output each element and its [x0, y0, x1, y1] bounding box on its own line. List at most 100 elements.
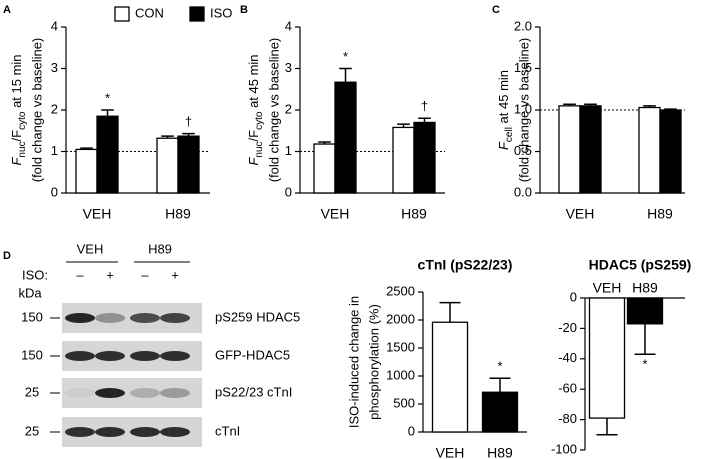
annotation: *: [105, 90, 110, 105]
y-tick-label: 0: [570, 289, 577, 304]
x-tick-label: H89: [647, 206, 673, 222]
label-part: /F: [246, 130, 261, 142]
error-bar: [318, 141, 331, 145]
y-tick-label: 2.0: [514, 18, 532, 33]
annotation: *: [497, 359, 502, 374]
legend-swatch: [189, 6, 205, 22]
annotation: †: [421, 99, 428, 114]
chart-title: HDAC5 (pS259): [589, 257, 692, 273]
blot-band: [65, 388, 95, 398]
y-tick-label: 2: [285, 101, 292, 116]
y-tick-label: 1500: [386, 339, 415, 354]
annotation: *: [642, 357, 647, 372]
label-part: at 15 min: [9, 54, 24, 111]
iso-sign: –: [141, 267, 149, 282]
bar: [156, 137, 179, 194]
y-axis-label: (fold change vs baseline): [266, 38, 281, 183]
kda-label: kDa: [18, 285, 42, 300]
error-bar: [418, 117, 431, 123]
bar: [431, 321, 469, 433]
bar: [75, 148, 98, 194]
legend-label: CON: [135, 5, 164, 20]
iso-label: ISO:: [22, 267, 48, 282]
y-tick-label: 2: [51, 101, 58, 116]
y-tick-label: 3: [285, 60, 292, 75]
y-tick-label: 0: [51, 184, 58, 199]
iso-sign: +: [171, 267, 179, 282]
kda-value: 150: [21, 347, 43, 362]
y-tick-label: -40: [558, 350, 577, 365]
error-bar: [634, 323, 656, 355]
kda-value: 25: [25, 423, 39, 438]
blot-band: [95, 427, 125, 437]
y-tick-label: 1: [285, 143, 292, 158]
legend-label: ISO: [210, 5, 232, 20]
blot-band: [95, 351, 125, 361]
row-label: pS22/23 cTnI: [215, 384, 292, 399]
error-bar: [101, 109, 114, 117]
error-bar: [643, 105, 656, 108]
subscript: nuc: [17, 141, 28, 157]
label-part: at 45 min: [246, 54, 261, 111]
blot-band: [130, 427, 160, 437]
bar: [481, 391, 519, 433]
y-tick-label: 1.5: [514, 60, 532, 75]
kda-value: 150: [21, 309, 43, 324]
y-axis-label: (fold change vs baseline): [516, 38, 531, 183]
blot-band: [130, 351, 160, 361]
blot-band: [95, 313, 125, 323]
iso-sign: +: [106, 267, 114, 282]
x-tick-label: VEH: [83, 206, 112, 222]
group-label: VEH: [77, 241, 104, 256]
error-bar: [584, 103, 597, 106]
y-tick-label: 0.5: [514, 143, 532, 158]
error-bar: [80, 147, 93, 150]
x-tick-label: VEH: [593, 280, 622, 296]
y-tick-label: 1: [51, 143, 58, 158]
error-bar: [596, 418, 618, 436]
x-tick-label: H89: [165, 206, 191, 222]
blot-strip: [62, 378, 202, 408]
y-axis-label: (fold change vs baseline): [29, 38, 44, 183]
bar: [638, 106, 661, 194]
x-tick-label: VEH: [436, 445, 465, 459]
error-bar: [182, 132, 195, 137]
y-tick-label: 0: [408, 423, 415, 438]
bar: [96, 115, 119, 194]
y-tick-label: 0: [285, 184, 292, 199]
y-tick-label: 500: [393, 395, 415, 410]
blot-band: [130, 388, 160, 398]
row-label: GFP-HDAC5: [215, 347, 290, 362]
blot-band: [160, 351, 190, 361]
y-tick-label: -80: [558, 411, 577, 426]
bar: [626, 297, 664, 325]
error-bar: [664, 108, 677, 110]
error-bar: [339, 67, 352, 83]
subscript: nuc: [254, 141, 265, 157]
subscript: cyto: [17, 111, 28, 130]
blot-band: [65, 351, 95, 361]
row-label: pS259 HDAC5: [215, 309, 300, 324]
y-tick-label: -100: [551, 441, 577, 456]
y-axis-label: phosphorylation (%): [366, 304, 381, 420]
label-part: F: [246, 157, 261, 166]
error-bar: [489, 377, 511, 393]
y-axis-label: Fnuc/Fcyto at 15 min: [9, 54, 27, 165]
label-part: F: [9, 157, 24, 166]
bar: [558, 105, 581, 194]
subscript: cyto: [254, 111, 265, 130]
blot-band: [160, 313, 190, 323]
bar: [313, 143, 336, 194]
bar: [177, 135, 200, 194]
label-part: at 45 min: [496, 70, 511, 127]
y-tick-label: 1.0: [514, 101, 532, 116]
error-bar: [563, 103, 576, 106]
y-tick-label: 2500: [386, 283, 415, 298]
blot-band: [65, 427, 95, 437]
error-bar: [161, 135, 174, 139]
error-bar: [439, 301, 461, 323]
y-tick-label: -20: [558, 320, 577, 335]
y-tick-label: 0.0: [514, 184, 532, 199]
subscript: cell: [504, 127, 515, 142]
blot-band: [160, 388, 190, 398]
